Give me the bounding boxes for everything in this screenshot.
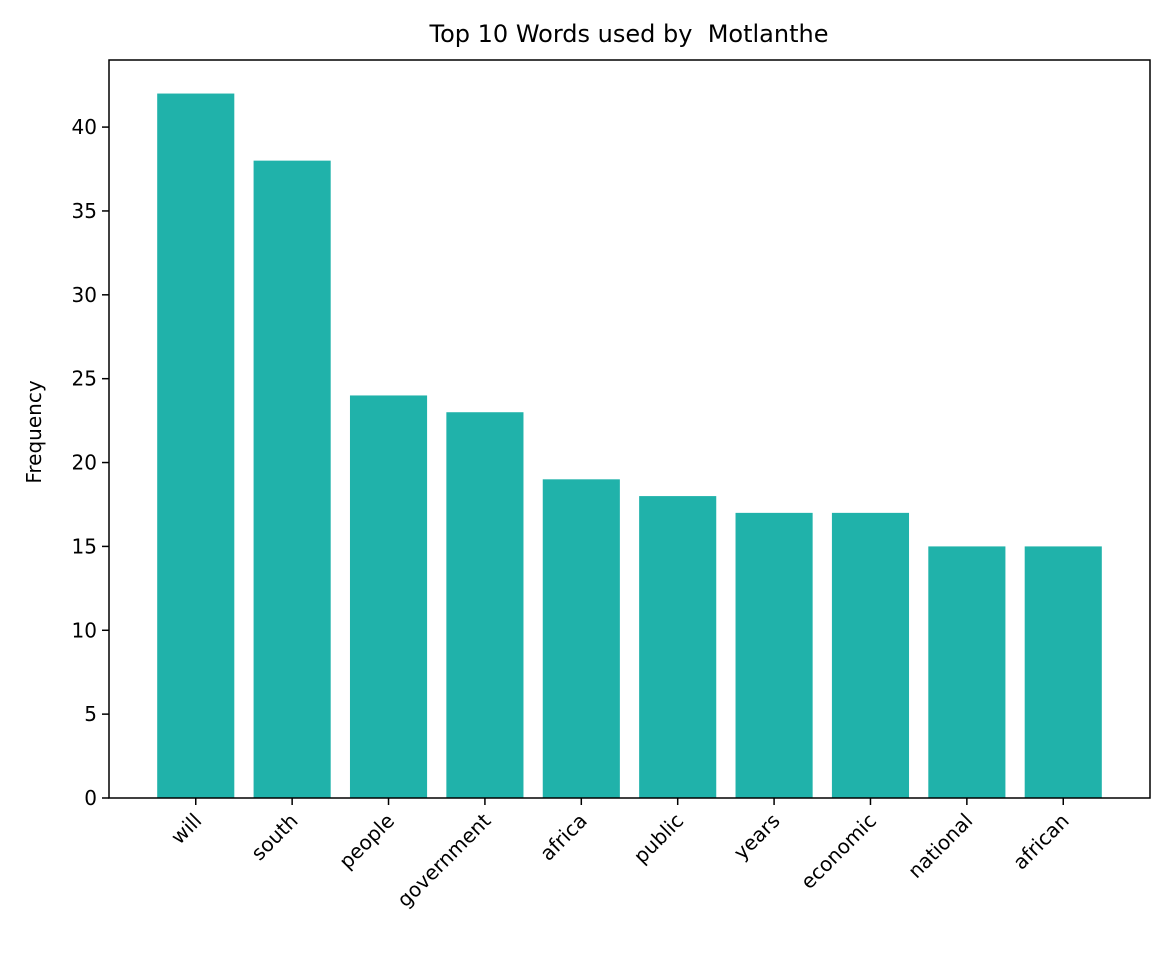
y-tick-label: 20: [72, 451, 97, 475]
bar-public: [639, 496, 716, 798]
y-tick-label: 5: [84, 702, 97, 726]
bar-people: [350, 395, 427, 798]
y-tick-label: 35: [72, 199, 97, 223]
x-tick-label: government: [392, 808, 495, 911]
bar-national: [928, 546, 1005, 798]
chart-title: Top 10 Words used by Motlanthe: [429, 20, 829, 48]
x-tick-label: will: [166, 809, 206, 849]
bar-economic: [832, 513, 909, 798]
x-tick-label: public: [629, 809, 689, 869]
x-tick-label: people: [334, 809, 399, 874]
bar-will: [157, 94, 234, 798]
y-axis: 0 5 10 15 20 25 30 35 40: [72, 115, 109, 810]
x-tick-label: african: [1008, 809, 1074, 875]
x-tick-label: national: [903, 809, 977, 883]
x-tick-label: economic: [796, 809, 881, 894]
bar-years: [736, 513, 813, 798]
y-tick-label: 0: [84, 786, 97, 810]
y-tick-label: 30: [72, 283, 97, 307]
y-tick-label: 25: [72, 367, 97, 391]
x-tick-label: south: [246, 809, 302, 865]
y-axis-label: Frequency: [22, 380, 46, 483]
x-tick-label: africa: [535, 809, 592, 866]
bar-south: [254, 161, 331, 798]
bar-africa: [543, 479, 620, 798]
y-tick-label: 15: [72, 534, 97, 558]
x-tick-label: years: [729, 809, 785, 865]
y-tick-label: 10: [72, 618, 97, 642]
bar-african: [1025, 546, 1102, 798]
bar-government: [446, 412, 523, 798]
bars-group: [157, 94, 1102, 798]
y-tick-label: 40: [72, 115, 97, 139]
